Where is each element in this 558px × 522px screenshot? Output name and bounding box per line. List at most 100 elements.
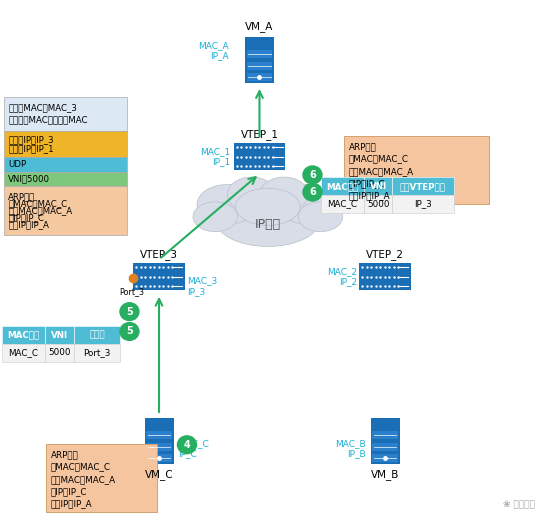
Text: VNI: VNI	[370, 182, 387, 191]
Text: 6: 6	[309, 187, 316, 197]
Circle shape	[303, 166, 322, 184]
Text: VTEP_3: VTEP_3	[140, 250, 178, 260]
Ellipse shape	[278, 185, 339, 224]
Text: IP网络: IP网络	[255, 218, 281, 231]
Text: MAC_2
IP_2: MAC_2 IP_2	[327, 267, 357, 287]
Text: 远端VTEP地址: 远端VTEP地址	[400, 182, 446, 191]
Text: VTEP_2: VTEP_2	[366, 250, 404, 260]
Text: 目的IP：IP_A: 目的IP：IP_A	[8, 220, 49, 229]
Text: 目的MAC：MAC_A: 目的MAC：MAC_A	[349, 167, 414, 176]
FancyBboxPatch shape	[234, 143, 285, 170]
Text: VNI: VNI	[51, 330, 68, 340]
FancyBboxPatch shape	[146, 454, 172, 462]
Text: 源IP：IP_C: 源IP：IP_C	[8, 213, 44, 222]
Text: VM_B: VM_B	[371, 470, 399, 480]
Text: Port_3: Port_3	[119, 287, 144, 296]
Text: 源MAC：MAC_C: 源MAC：MAC_C	[8, 199, 68, 208]
FancyBboxPatch shape	[74, 326, 120, 344]
Text: 外层目IP：IP_1: 外层目IP：IP_1	[8, 144, 54, 153]
Ellipse shape	[259, 177, 308, 212]
Text: MAC地址: MAC地址	[7, 330, 40, 340]
Text: VTEP_1: VTEP_1	[240, 129, 278, 140]
Text: 源MAC：MAC_C: 源MAC：MAC_C	[51, 462, 111, 471]
Text: 源IP：IP_C: 源IP：IP_C	[349, 179, 385, 188]
FancyBboxPatch shape	[321, 177, 364, 195]
Text: MAC_C: MAC_C	[8, 348, 39, 358]
FancyBboxPatch shape	[4, 131, 127, 157]
FancyBboxPatch shape	[245, 37, 274, 83]
FancyBboxPatch shape	[2, 344, 45, 362]
Text: 5: 5	[126, 326, 133, 337]
FancyBboxPatch shape	[4, 186, 127, 235]
Text: UDP: UDP	[8, 160, 26, 169]
Text: 目的IP：IP_A: 目的IP：IP_A	[349, 192, 391, 200]
FancyBboxPatch shape	[2, 326, 45, 344]
FancyBboxPatch shape	[392, 195, 454, 213]
Text: 4: 4	[184, 440, 190, 450]
Circle shape	[120, 303, 139, 321]
Text: MAC_C
IP_C: MAC_C IP_C	[179, 439, 209, 459]
Text: 目的MAC：MAC_A: 目的MAC：MAC_A	[8, 206, 73, 215]
Text: ARP应答: ARP应答	[349, 142, 377, 151]
Text: VNI：5000: VNI：5000	[8, 174, 50, 184]
FancyBboxPatch shape	[344, 136, 489, 204]
Text: VM_A: VM_A	[246, 21, 273, 31]
FancyBboxPatch shape	[392, 177, 454, 195]
Text: 外层目的MAC：下一跳MAC: 外层目的MAC：下一跳MAC	[8, 115, 88, 124]
Circle shape	[177, 436, 196, 454]
FancyBboxPatch shape	[372, 443, 398, 451]
FancyBboxPatch shape	[146, 431, 172, 440]
Text: 源MAC：MAC_C: 源MAC：MAC_C	[349, 155, 409, 163]
Text: 外层源MAC：MAC_3: 外层源MAC：MAC_3	[8, 103, 77, 112]
Text: MAC地址: MAC地址	[326, 182, 359, 191]
Text: 外层源IP：IP_3: 外层源IP：IP_3	[8, 135, 54, 144]
Text: 5000: 5000	[367, 199, 389, 209]
Text: Port_3: Port_3	[83, 348, 111, 358]
Text: ARP应答: ARP应答	[8, 193, 36, 201]
Text: 目的MAC：MAC_A: 目的MAC：MAC_A	[51, 474, 116, 484]
FancyBboxPatch shape	[364, 195, 392, 213]
FancyBboxPatch shape	[146, 443, 172, 451]
Text: MAC_C: MAC_C	[328, 199, 358, 209]
Ellipse shape	[193, 202, 238, 232]
Text: 入接口: 入接口	[89, 330, 105, 340]
Text: MAC_3
IP_3: MAC_3 IP_3	[187, 276, 217, 296]
Text: MAC_B
IP_B: MAC_B IP_B	[335, 439, 365, 459]
Text: 目的IP：IP_A: 目的IP：IP_A	[51, 500, 93, 508]
Ellipse shape	[235, 188, 300, 226]
Ellipse shape	[215, 192, 320, 246]
Circle shape	[120, 323, 139, 340]
Text: IP_3: IP_3	[414, 199, 432, 209]
FancyBboxPatch shape	[45, 344, 74, 362]
Ellipse shape	[298, 202, 343, 232]
FancyBboxPatch shape	[74, 344, 120, 362]
Text: ❀ 运维之美: ❀ 运维之美	[503, 500, 535, 509]
Text: 5000: 5000	[49, 348, 71, 358]
FancyBboxPatch shape	[145, 418, 174, 464]
Text: MAC_A
IP_A: MAC_A IP_A	[198, 41, 229, 61]
FancyBboxPatch shape	[247, 50, 272, 58]
Ellipse shape	[228, 177, 276, 212]
Text: 源IP：IP_C: 源IP：IP_C	[51, 487, 87, 496]
FancyBboxPatch shape	[45, 326, 74, 344]
FancyBboxPatch shape	[321, 195, 364, 213]
Ellipse shape	[197, 185, 258, 224]
FancyBboxPatch shape	[4, 157, 127, 172]
FancyBboxPatch shape	[4, 97, 127, 131]
FancyBboxPatch shape	[371, 418, 400, 464]
FancyBboxPatch shape	[133, 263, 185, 290]
FancyBboxPatch shape	[247, 73, 272, 81]
FancyBboxPatch shape	[359, 263, 411, 290]
Text: ARP应答: ARP应答	[51, 450, 79, 459]
Text: MAC_1
IP_1: MAC_1 IP_1	[200, 147, 230, 167]
FancyBboxPatch shape	[46, 444, 157, 512]
Text: VM_C: VM_C	[145, 470, 174, 480]
FancyBboxPatch shape	[372, 454, 398, 462]
Text: 6: 6	[309, 170, 316, 180]
FancyBboxPatch shape	[372, 431, 398, 440]
Circle shape	[303, 183, 322, 201]
FancyBboxPatch shape	[4, 172, 127, 186]
FancyBboxPatch shape	[247, 62, 272, 70]
Text: 5: 5	[126, 306, 133, 317]
FancyBboxPatch shape	[364, 177, 392, 195]
